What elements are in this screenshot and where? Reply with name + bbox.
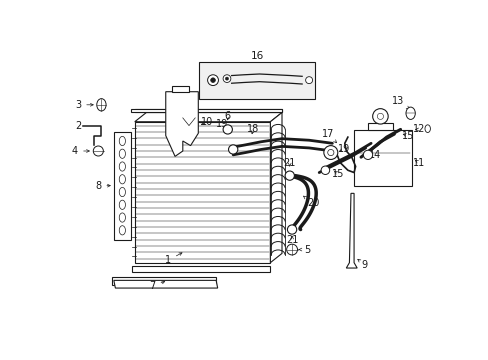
Bar [353,130,411,186]
Text: 18: 18 [247,125,259,134]
Bar [111,277,216,285]
Text: 10: 10 [200,117,212,127]
Ellipse shape [405,107,414,120]
Bar [114,132,131,239]
Ellipse shape [286,244,297,255]
Ellipse shape [119,213,125,222]
Text: 13: 13 [391,96,408,109]
Ellipse shape [97,99,106,111]
Polygon shape [346,193,356,268]
Text: 15: 15 [401,131,414,141]
Ellipse shape [119,149,125,158]
Text: 4: 4 [72,146,89,156]
Polygon shape [135,109,282,112]
Ellipse shape [223,75,230,82]
Text: 12: 12 [412,125,425,134]
Polygon shape [270,112,282,263]
Polygon shape [165,92,198,156]
Ellipse shape [223,125,232,134]
Text: 17: 17 [322,129,336,143]
Ellipse shape [323,145,337,159]
Polygon shape [114,280,217,288]
Bar [367,122,392,130]
Ellipse shape [327,149,333,156]
Ellipse shape [119,136,125,145]
Ellipse shape [377,113,383,120]
Ellipse shape [372,109,387,124]
Ellipse shape [225,77,228,80]
Bar [172,86,189,92]
Bar [199,62,315,99]
Text: 3: 3 [75,100,93,110]
Ellipse shape [119,188,125,197]
Ellipse shape [285,171,294,180]
Text: 19: 19 [337,144,349,154]
Text: 9: 9 [357,259,367,270]
Text: 2: 2 [75,121,81,131]
Text: 5: 5 [298,244,310,255]
Text: 14: 14 [368,150,380,160]
Text: 1: 1 [164,253,182,265]
Text: 6: 6 [224,111,230,121]
Ellipse shape [119,200,125,210]
Text: 11: 11 [412,158,425,167]
Text: 16: 16 [250,50,264,60]
Text: 19: 19 [216,119,231,129]
Text: 20: 20 [303,196,319,208]
Ellipse shape [119,162,125,171]
Text: 15: 15 [332,169,344,179]
Ellipse shape [119,175,125,184]
Ellipse shape [424,125,429,132]
Ellipse shape [93,146,103,156]
Polygon shape [135,112,282,122]
Text: 8: 8 [95,181,110,191]
Ellipse shape [119,226,125,235]
Text: 21: 21 [283,158,295,167]
Ellipse shape [287,225,296,234]
Text: 21: 21 [285,235,298,244]
Bar [132,266,270,272]
Ellipse shape [210,78,215,82]
Ellipse shape [305,77,312,84]
Bar [131,109,282,112]
Ellipse shape [321,166,329,175]
Ellipse shape [228,145,237,154]
Ellipse shape [207,75,218,86]
Text: 7: 7 [149,281,164,291]
Ellipse shape [363,150,372,159]
Bar [135,122,270,263]
